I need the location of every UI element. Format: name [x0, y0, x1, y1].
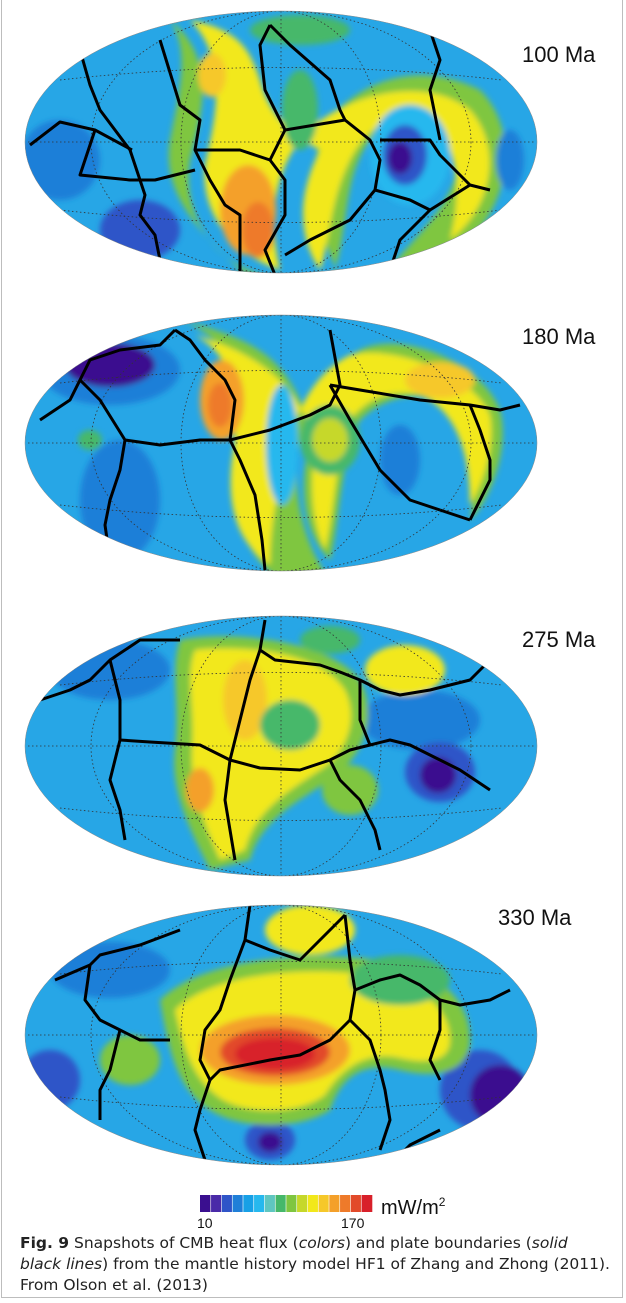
colorbar-min-label: 10 [197, 1215, 213, 1231]
colorbar-swatch [350, 1195, 362, 1212]
colorbar-swatch [232, 1195, 244, 1212]
colorbar-swatch [264, 1195, 276, 1212]
map-panel-275ma [25, 616, 537, 876]
colorbar-unit: mW/m2 [381, 1195, 446, 1219]
panel-label-275ma: 275 Ma [522, 627, 596, 652]
figure-caption: Fig. 9 Snapshots of CMB heat flux (color… [20, 1234, 610, 1294]
colorbar-max-label: 170 [341, 1215, 365, 1231]
colorbar [200, 1195, 373, 1212]
map-panel-330ma [25, 905, 537, 1165]
colorbar-swatch [286, 1195, 298, 1212]
colorbar-swatch [339, 1195, 351, 1212]
colorbar-swatch [307, 1195, 319, 1212]
colorbar-swatch [361, 1195, 373, 1212]
colorbar-swatch [296, 1195, 308, 1212]
colorbar-swatch [210, 1195, 222, 1212]
colorbar-swatch [318, 1195, 330, 1212]
figure-number: Fig. 9 [20, 1234, 70, 1252]
panel-label-100ma: 100 Ma [522, 42, 596, 67]
colorbar-swatch [200, 1195, 212, 1212]
map-panel-180ma [25, 315, 537, 571]
colorbar-swatch [221, 1195, 233, 1212]
colorbar-swatch [329, 1195, 341, 1212]
panel-label-330ma: 330 Ma [498, 905, 572, 930]
map-panel-100ma [25, 11, 537, 273]
colorbar-swatch [275, 1195, 287, 1212]
panel-label-180ma: 180 Ma [522, 324, 596, 349]
colorbar-swatch [243, 1195, 255, 1212]
colorbar-swatch [253, 1195, 265, 1212]
